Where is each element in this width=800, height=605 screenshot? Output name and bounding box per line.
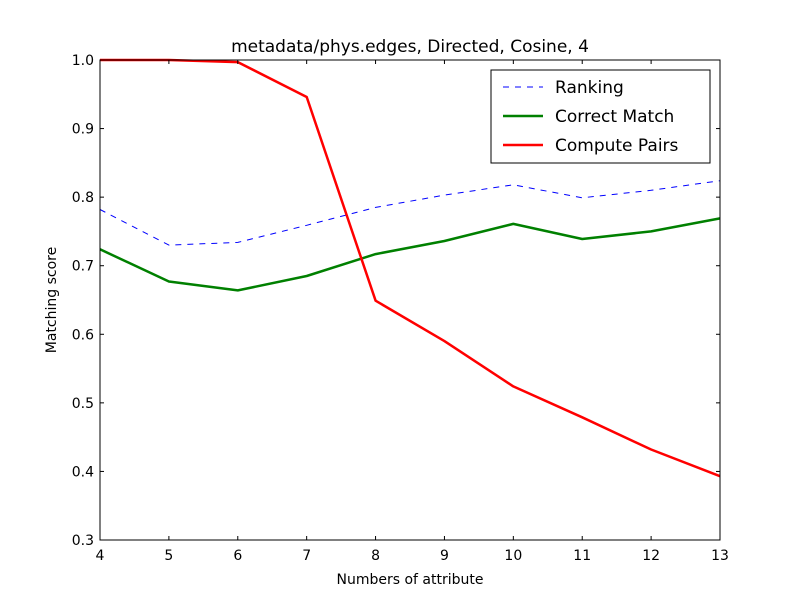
series-line-ranking	[99, 180, 721, 246]
legend-entries: Ranking Correct Match Compute Pairs	[503, 78, 679, 156]
series-line-correct-match	[99, 217, 721, 292]
y-tick-label: 0.7	[72, 259, 94, 275]
x-tick-label: 13	[711, 548, 729, 564]
x-tick-label: 10	[504, 548, 522, 564]
legend: Ranking Correct Match Compute Pairs	[490, 69, 711, 164]
x-tick-label: 11	[573, 548, 591, 564]
legend-label-compute-pairs: Compute Pairs	[555, 136, 679, 156]
plot-frame	[99, 59, 721, 541]
series-layer	[99, 58, 721, 478]
x-tick-label: 8	[371, 548, 380, 564]
x-tick-label: 7	[302, 548, 311, 564]
y-tick-label: 0.3	[72, 533, 94, 549]
series-line-compute-pairs	[100, 58, 721, 478]
legend-label-ranking: Ranking	[555, 78, 624, 98]
y-tick-label: 0.9	[72, 122, 94, 138]
y-tick-label: 0.6	[72, 327, 94, 343]
x-tick-label: 12	[642, 548, 660, 564]
y-tick-label: 0.8	[72, 190, 94, 206]
y-tick-label: 0.5	[72, 396, 94, 412]
y-axis-label: Matching score	[44, 247, 60, 353]
x-tick-label: 9	[440, 548, 449, 564]
x-tick-label: 5	[164, 548, 173, 564]
x-axis-label: Numbers of attribute	[337, 572, 484, 588]
ticks-layer: 4 5 6 7 8 9 10 11 12 13 0.3 0.4 0.5 0.6 0.7 0.8 0.9 1.0	[72, 53, 729, 564]
x-tick-label: 4	[96, 548, 105, 564]
chart-title: metadata/phys.edges, Directed, Cosine, 4	[231, 37, 589, 57]
x-tick-label: 6	[233, 548, 242, 564]
y-tick-label: 1.0	[72, 53, 94, 69]
legend-label-correct-match: Correct Match	[555, 107, 674, 127]
y-tick-label: 0.4	[72, 464, 94, 480]
